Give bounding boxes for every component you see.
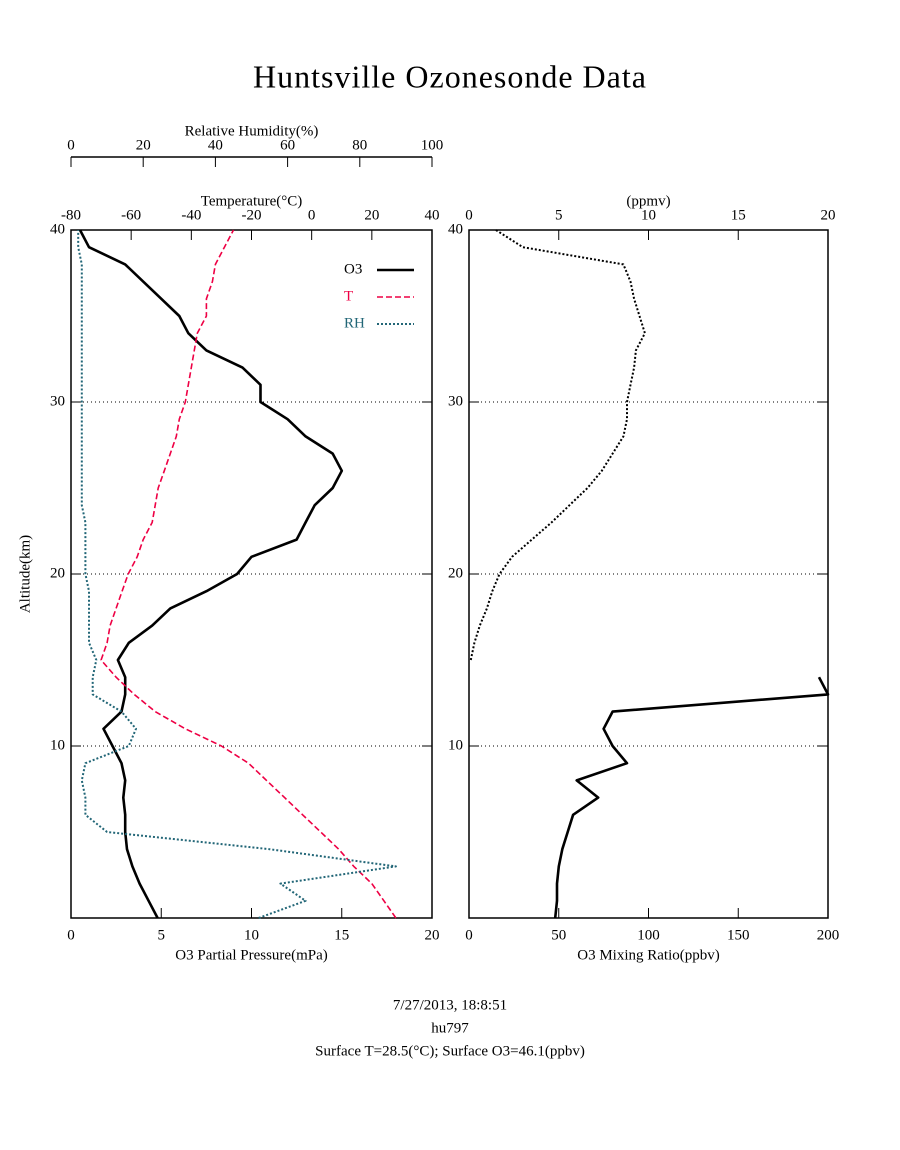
- x-tick-label: -40: [181, 207, 201, 223]
- legend-label: O3: [344, 261, 362, 277]
- data-line: [77, 230, 397, 919]
- x-tick-label: 0: [465, 207, 473, 223]
- x-tick-label: 60: [280, 137, 295, 153]
- x-tick-label: -20: [242, 207, 262, 223]
- data-line: [78, 229, 344, 919]
- x-tick-label: 0: [67, 927, 75, 943]
- x-tick-label: 0: [67, 137, 75, 153]
- x-axis-label: O3 Mixing Ratio(ppbv): [577, 947, 720, 963]
- x-tick-label: -80: [61, 207, 81, 223]
- x-tick-label: 15: [334, 927, 349, 943]
- data-line: [553, 676, 830, 919]
- x-tick-label: 10: [641, 207, 656, 223]
- y-axis-label: Altitude(km): [17, 535, 33, 613]
- y-tick-label: 20: [448, 565, 463, 581]
- x-axis-label: Temperature(°C): [201, 193, 303, 209]
- x-tick-label: 15: [731, 207, 746, 223]
- x-tick-label: 40: [425, 207, 440, 223]
- y-tick-label: 10: [448, 737, 463, 753]
- plot-frame: [468, 229, 829, 919]
- x-tick-label: 150: [727, 927, 750, 943]
- y-tick-label: 30: [448, 393, 463, 409]
- x-tick-label: 200: [817, 927, 840, 943]
- x-tick-label: 100: [421, 137, 444, 153]
- footer-line: 7/27/2013, 18:8:51: [393, 997, 507, 1013]
- y-tick-label: 40: [448, 221, 463, 237]
- footer-line: hu797: [431, 1020, 469, 1036]
- y-tick-label: 20: [50, 565, 65, 581]
- x-tick-label: 80: [352, 137, 367, 153]
- x-tick-label: 50: [551, 927, 566, 943]
- x-tick-label: 20: [364, 207, 379, 223]
- legend-label: T: [344, 288, 353, 304]
- x-tick-label: -60: [121, 207, 141, 223]
- x-tick-label: 5: [555, 207, 563, 223]
- x-tick-label: 100: [637, 927, 660, 943]
- x-tick-label: 20: [136, 137, 151, 153]
- x-axis-label: O3 Partial Pressure(mPa): [175, 947, 327, 963]
- y-tick-label: 10: [50, 737, 65, 753]
- x-tick-label: 10: [244, 927, 259, 943]
- chart-title: Huntsville Ozonesonde Data: [253, 58, 647, 94]
- x-axis-label: Relative Humidity(%): [185, 123, 319, 139]
- footer-line: Surface T=28.5(°C); Surface O3=46.1(ppbv…: [315, 1043, 585, 1059]
- x-axis-label: (ppmv): [626, 193, 670, 209]
- data-line: [469, 229, 646, 661]
- data-line: [100, 229, 397, 919]
- legend-label: RH: [344, 315, 365, 331]
- x-tick-label: 0: [465, 927, 473, 943]
- y-tick-label: 40: [50, 221, 65, 237]
- x-tick-label: 0: [308, 207, 316, 223]
- x-tick-label: 20: [821, 207, 836, 223]
- x-tick-label: 20: [425, 927, 440, 943]
- x-tick-label: 40: [208, 137, 223, 153]
- y-tick-label: 30: [50, 393, 65, 409]
- x-tick-label: 5: [158, 927, 166, 943]
